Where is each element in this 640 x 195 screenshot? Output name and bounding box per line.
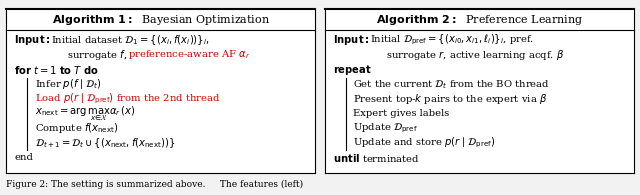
Text: $\mathbf{repeat}$: $\mathbf{repeat}$ (333, 63, 372, 77)
Text: surrogate $r$, active learning acqf. $\beta$: surrogate $r$, active learning acqf. $\b… (386, 48, 564, 62)
Text: Compute $f(x_{\mathrm{next}})$: Compute $f(x_{\mathrm{next}})$ (35, 121, 118, 135)
Text: Expert gives labels: Expert gives labels (353, 109, 449, 118)
Text: $\mathbf{Input:}$: $\mathbf{Input:}$ (14, 33, 51, 47)
Text: $\mathbf{Algorithm\ 1:}$  Bayesian Optimization: $\mathbf{Algorithm\ 1:}$ Bayesian Optimi… (52, 12, 269, 27)
Text: $\mathbf{until}$ terminated: $\mathbf{until}$ terminated (333, 152, 420, 164)
Text: Load $p(r \mid \mathcal{D}_{\mathrm{pref}})$ from the 2nd thread: Load $p(r \mid \mathcal{D}_{\mathrm{pref… (35, 92, 220, 106)
FancyBboxPatch shape (325, 9, 634, 173)
Text: Figure 2: The setting is summarized above.     The features (left): Figure 2: The setting is summarized abov… (6, 180, 303, 189)
Text: Initial dataset $\mathcal{D}_1 = \{(x_i, f(x_i))\}_i,$: Initial dataset $\mathcal{D}_1 = \{(x_i,… (51, 33, 210, 47)
Text: $\mathbf{for}$ $t = 1$ $\mathbf{to}$ $T$ $\mathbf{do}$: $\mathbf{for}$ $t = 1$ $\mathbf{to}$ $T$… (14, 64, 99, 76)
Text: Update $\mathcal{D}_{\mathrm{pref}}$: Update $\mathcal{D}_{\mathrm{pref}}$ (353, 122, 418, 135)
Text: Update and store $p(r \mid \mathcal{D}_{\mathrm{pref}})$: Update and store $p(r \mid \mathcal{D}_{… (353, 136, 495, 150)
Text: Initial $\mathcal{D}_{\mathrm{pref}} = \{(x_{i0}, x_{i1}, \ell_i)\}_i$, pref.: Initial $\mathcal{D}_{\mathrm{pref}} = \… (370, 33, 534, 47)
Text: end: end (14, 153, 33, 162)
Text: $\mathbf{Input:}$: $\mathbf{Input:}$ (333, 33, 369, 47)
Text: Present top-$k$ pairs to the expert via $\beta$: Present top-$k$ pairs to the expert via … (353, 92, 548, 106)
Text: surrogate $f$,: surrogate $f$, (67, 48, 129, 62)
Text: $x_{\mathrm{next}} = \arg\max_{x \in \mathcal{X}} \alpha_r(x)$: $x_{\mathrm{next}} = \arg\max_{x \in \ma… (35, 105, 135, 123)
Text: $\mathcal{D}_{t+1} = \mathcal{D}_t \cup \{(x_{\mathrm{next}}, f(x_{\mathrm{next}: $\mathcal{D}_{t+1} = \mathcal{D}_t \cup … (35, 136, 175, 150)
Text: Get the current $\mathcal{D}_t$ from the BO thread: Get the current $\mathcal{D}_t$ from the… (353, 78, 550, 91)
FancyBboxPatch shape (6, 9, 315, 173)
Text: Infer $p(f \mid \mathcal{D}_t)$: Infer $p(f \mid \mathcal{D}_t)$ (35, 77, 101, 91)
Text: preference-aware AF $\alpha_r$: preference-aware AF $\alpha_r$ (128, 48, 250, 61)
Text: $\mathbf{Algorithm\ 2:}$  Preference Learning: $\mathbf{Algorithm\ 2:}$ Preference Lear… (376, 12, 583, 27)
